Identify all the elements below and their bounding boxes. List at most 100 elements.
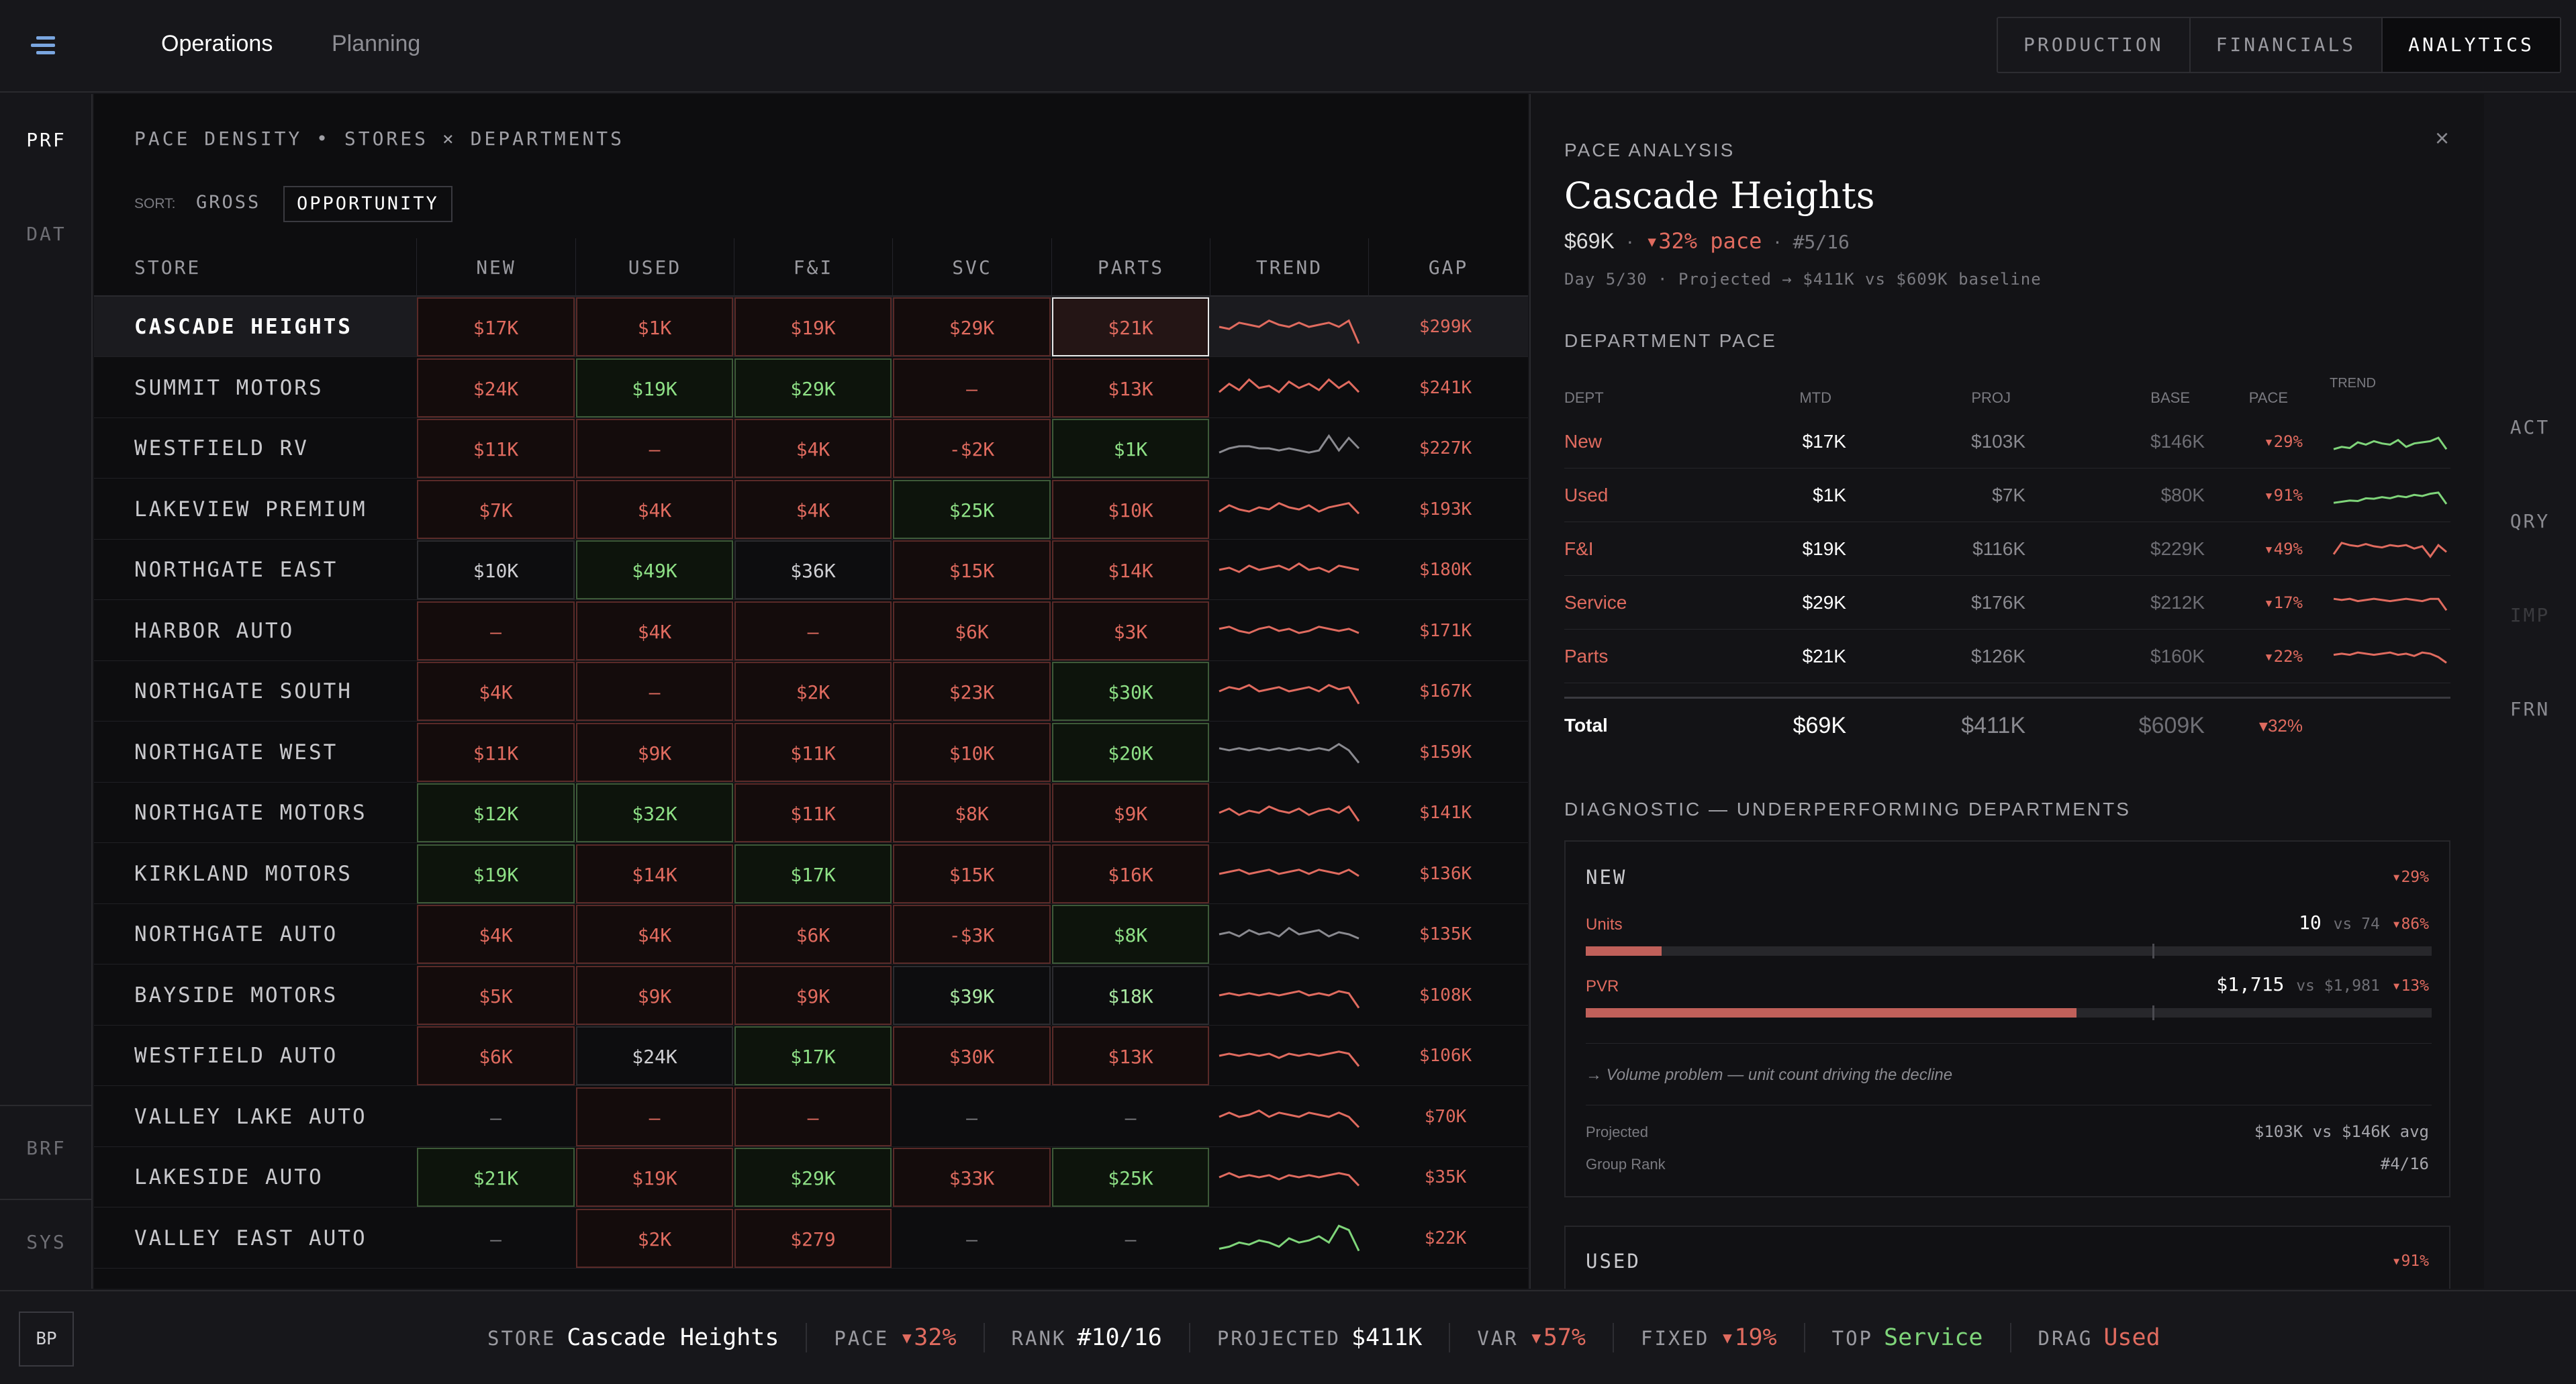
heat-cell-parts[interactable]: — (1125, 1106, 1137, 1129)
dept-row[interactable]: Parts $21K $126K $160K ▾22% (1564, 630, 2450, 683)
close-icon[interactable]: × (2435, 124, 2450, 152)
rail-item-prf[interactable]: PRF (26, 129, 66, 151)
view-tab-production[interactable]: PRODUCTION (1998, 18, 2191, 72)
rail-item-frn[interactable]: FRN (2510, 698, 2550, 720)
heat-cell-parts[interactable]: $20K (1052, 722, 1209, 782)
heat-cell-new[interactable]: — (490, 1228, 502, 1250)
menu-logo-icon[interactable] (31, 34, 60, 58)
view-tab-financials[interactable]: FINANCIALS (2191, 18, 2383, 72)
heat-cell-fi[interactable]: $279 (734, 1208, 892, 1268)
rail-item-brf[interactable]: BRF (26, 1137, 66, 1159)
dept-row[interactable]: Service $29K $176K $212K ▾17% (1564, 576, 2450, 630)
heat-cell-new[interactable]: $17K (417, 297, 575, 356)
table-row[interactable]: NORTHGATE SOUTH $4K — $2K $23K $30K $167K (94, 661, 1528, 722)
heat-cell-svc[interactable]: — (966, 1106, 977, 1129)
bp-badge[interactable]: BP (19, 1312, 74, 1367)
heat-cell-used[interactable]: — (576, 419, 733, 478)
heat-cell-parts[interactable]: $13K (1052, 1026, 1209, 1085)
heat-cell-svc[interactable]: $15K (893, 540, 1051, 599)
table-row[interactable]: KIRKLAND MOTORS $19K $14K $17K $15K $16K $136K (94, 844, 1528, 904)
heat-cell-svc[interactable]: — (966, 1228, 977, 1250)
table-row[interactable]: NORTHGATE WEST $11K $9K $11K $10K $20K $159K (94, 722, 1528, 783)
sort-gross-button[interactable]: GROSS (196, 192, 261, 213)
table-row[interactable]: CASCADE HEIGHTS $17K $1K $19K $29K $21K $299K (94, 297, 1528, 357)
diag-card-new[interactable]: NEW ▾29% Units 10 vs 74 ▾86% PVR $1,715 … (1564, 840, 2450, 1197)
table-row[interactable]: HARBOR AUTO — $4K — $6K $3K $171K (94, 601, 1528, 661)
heat-cell-parts[interactable]: $13K (1052, 358, 1209, 417)
heat-cell-used[interactable]: $4K (576, 601, 733, 660)
heat-cell-new[interactable]: $12K (417, 783, 575, 842)
heat-cell-fi[interactable]: $19K (734, 297, 892, 356)
table-row[interactable]: WESTFIELD RV $11K — $4K -$2K $1K $227K (94, 418, 1528, 479)
heat-cell-fi[interactable]: $17K (734, 844, 892, 903)
heat-cell-new[interactable]: $5K (417, 965, 575, 1025)
heat-cell-fi[interactable]: $17K (734, 1026, 892, 1085)
table-row[interactable]: VALLEY LAKE AUTO — — — — — $70K (94, 1087, 1528, 1147)
heat-cell-new[interactable]: $10K (417, 540, 575, 599)
rail-item-act[interactable]: ACT (2510, 416, 2550, 438)
nav-tab-operations[interactable]: Operations (161, 31, 273, 56)
heat-cell-new[interactable]: $11K (417, 419, 575, 478)
heat-cell-used[interactable]: $1K (576, 297, 733, 356)
heat-cell-parts[interactable]: — (1125, 1228, 1137, 1250)
table-row[interactable]: NORTHGATE EAST $10K $49K $36K $15K $14K $180K (94, 540, 1528, 600)
table-row[interactable]: BAYSIDE MOTORS $5K $9K $9K $39K $18K $108K (94, 965, 1528, 1026)
heat-cell-fi[interactable]: $11K (734, 722, 892, 782)
heat-cell-used[interactable]: $32K (576, 783, 733, 842)
heat-cell-new[interactable]: $19K (417, 844, 575, 903)
heat-cell-used[interactable]: $14K (576, 844, 733, 903)
heat-cell-used[interactable]: $49K (576, 540, 733, 599)
rail-item-qry[interactable]: QRY (2510, 510, 2550, 532)
heat-cell-fi[interactable]: $9K (734, 965, 892, 1025)
column-header-fi[interactable]: F&I (734, 238, 892, 297)
heat-cell-used[interactable]: $19K (576, 358, 733, 417)
heat-cell-used[interactable]: $19K (576, 1148, 733, 1207)
heat-cell-svc[interactable]: $8K (893, 783, 1051, 842)
table-row[interactable]: LAKEVIEW PREMIUM $7K $4K $4K $25K $10K $193K (94, 479, 1528, 540)
heat-cell-new[interactable]: $7K (417, 479, 575, 539)
rail-item-imp[interactable]: IMP (2510, 604, 2550, 626)
heat-cell-fi[interactable]: $4K (734, 419, 892, 478)
heat-cell-svc[interactable]: $39K (893, 965, 1051, 1025)
rail-item-dat[interactable]: DAT (26, 223, 66, 245)
heat-cell-svc[interactable]: $15K (893, 844, 1051, 903)
heat-cell-new[interactable]: $6K (417, 1026, 575, 1085)
dept-row[interactable]: Used $1K $7K $80K ▾91% (1564, 468, 2450, 522)
column-header-gap[interactable]: GAP (1368, 238, 1528, 297)
sort-opportunity-button[interactable]: OPPORTUNITY (283, 186, 452, 222)
dept-row[interactable]: New $17K $103K $146K ▾29% (1564, 415, 2450, 468)
heat-cell-parts[interactable]: $30K (1052, 662, 1209, 721)
column-header-used[interactable]: USED (575, 238, 734, 297)
heat-cell-fi[interactable]: $29K (734, 358, 892, 417)
column-header-store[interactable]: STORE (134, 256, 201, 279)
heat-cell-fi[interactable]: — (734, 1087, 892, 1146)
nav-tab-planning[interactable]: Planning (332, 31, 421, 56)
heat-cell-new[interactable]: — (490, 1106, 502, 1129)
table-row[interactable]: LAKESIDE AUTO $21K $19K $29K $33K $25K $35K (94, 1147, 1528, 1207)
heat-cell-parts[interactable]: $10K (1052, 479, 1209, 539)
heat-cell-used[interactable]: — (576, 662, 733, 721)
table-row[interactable]: NORTHGATE AUTO $4K $4K $6K -$3K $8K $135K (94, 904, 1528, 965)
dept-row[interactable]: F&I $19K $116K $229K ▾49% (1564, 522, 2450, 576)
table-row[interactable]: VALLEY EAST AUTO — $2K $279 — — $22K (94, 1208, 1528, 1269)
heat-cell-svc[interactable]: $30K (893, 1026, 1051, 1085)
heat-cell-svc[interactable]: — (893, 358, 1051, 417)
view-tab-analytics[interactable]: ANALYTICS (2383, 18, 2560, 72)
heat-cell-fi[interactable]: — (734, 601, 892, 660)
heat-cell-new[interactable]: $21K (417, 1148, 575, 1207)
heat-cell-used[interactable]: $9K (576, 965, 733, 1025)
heat-cell-svc[interactable]: -$2K (893, 419, 1051, 478)
heat-cell-used[interactable]: $4K (576, 905, 733, 964)
rail-item-sys[interactable]: SYS (26, 1231, 66, 1253)
heat-cell-fi[interactable]: $11K (734, 783, 892, 842)
table-row[interactable]: WESTFIELD AUTO $6K $24K $17K $30K $13K $106K (94, 1026, 1528, 1086)
column-header-new[interactable]: NEW (416, 238, 575, 297)
heat-cell-new[interactable]: $11K (417, 722, 575, 782)
heat-cell-svc[interactable]: $23K (893, 662, 1051, 721)
heat-cell-parts[interactable]: $18K (1052, 965, 1209, 1025)
table-row[interactable]: SUMMIT MOTORS $24K $19K $29K — $13K $241K (94, 358, 1528, 418)
heat-cell-parts[interactable]: $3K (1052, 601, 1209, 660)
heat-cell-svc[interactable]: $25K (893, 479, 1051, 539)
heat-cell-fi[interactable]: $6K (734, 905, 892, 964)
heat-cell-used[interactable]: $2K (576, 1208, 733, 1268)
